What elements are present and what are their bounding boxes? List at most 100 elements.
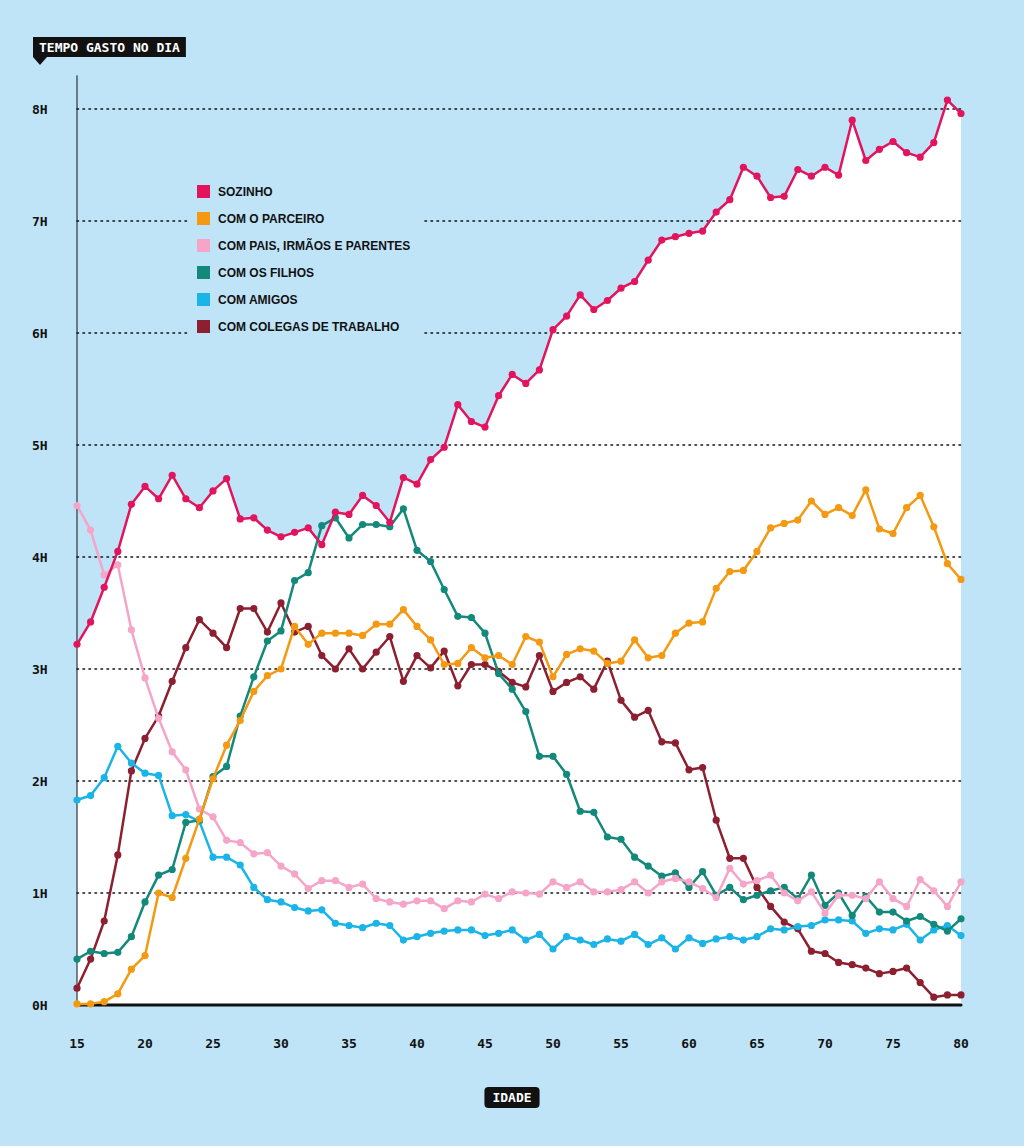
series-point — [291, 904, 298, 911]
series-point — [917, 979, 924, 986]
series-point — [454, 926, 461, 933]
series-point — [631, 931, 638, 938]
series — [73, 502, 964, 917]
series-point — [481, 423, 488, 430]
series-point — [549, 753, 556, 760]
series-point — [835, 504, 842, 511]
series-point — [876, 146, 883, 153]
legend-swatch — [197, 293, 210, 306]
series-point — [658, 738, 665, 745]
series-point — [835, 916, 842, 923]
series-point — [590, 647, 597, 654]
series-line — [77, 490, 961, 1004]
series-point — [114, 990, 121, 997]
series-point — [128, 966, 135, 973]
series-point — [604, 888, 611, 895]
series-point — [590, 941, 597, 948]
series-point — [345, 534, 352, 541]
series-point — [141, 770, 148, 777]
series-point — [753, 884, 760, 891]
series-point — [713, 585, 720, 592]
series-point — [917, 936, 924, 943]
series-point — [862, 157, 869, 164]
series-point — [577, 673, 584, 680]
series-point — [604, 833, 611, 840]
series-point — [305, 885, 312, 892]
baseline — [77, 1004, 961, 1007]
series-point — [631, 714, 638, 721]
series-point — [101, 584, 108, 591]
series-point — [917, 876, 924, 883]
series-point — [250, 673, 257, 680]
series-point — [373, 621, 380, 628]
series-point — [237, 839, 244, 846]
series-point — [821, 910, 828, 917]
series-point — [441, 647, 448, 654]
series-point — [114, 949, 121, 956]
series-point — [617, 697, 624, 704]
series-point — [645, 941, 652, 948]
series-point — [169, 812, 176, 819]
area-under-line — [77, 100, 961, 1005]
series-point — [196, 504, 203, 511]
series-point — [645, 863, 652, 870]
series-point — [345, 922, 352, 929]
series-point — [577, 936, 584, 943]
series-point — [495, 670, 502, 677]
series-point — [413, 481, 420, 488]
series-point — [726, 933, 733, 940]
series-point — [740, 936, 747, 943]
series-point — [509, 686, 516, 693]
series-point — [849, 512, 856, 519]
series-point — [427, 558, 434, 565]
series-point — [903, 504, 910, 511]
series-point — [944, 927, 951, 934]
series-point — [957, 878, 964, 885]
series-point — [400, 678, 407, 685]
series-point — [536, 652, 543, 659]
series-point — [182, 644, 189, 651]
series-point — [305, 641, 312, 648]
series-point — [291, 577, 298, 584]
series — [73, 96, 964, 648]
series-point — [373, 649, 380, 656]
grid-line — [77, 556, 961, 558]
series-point — [141, 674, 148, 681]
series-point — [223, 742, 230, 749]
series-point — [577, 291, 584, 298]
series-point — [155, 772, 162, 779]
series-point — [767, 871, 774, 878]
series-point — [781, 889, 788, 896]
series-point — [291, 529, 298, 536]
series-point — [767, 524, 774, 531]
series-point — [821, 950, 828, 957]
series-point — [549, 673, 556, 680]
series-point — [359, 880, 366, 887]
series-point — [509, 926, 516, 933]
series-point — [726, 855, 733, 862]
series-point — [73, 955, 80, 962]
series-point — [468, 661, 475, 668]
series-point — [753, 892, 760, 899]
series — [73, 505, 964, 962]
series-point — [114, 561, 121, 568]
series-point — [155, 715, 162, 722]
series-point — [87, 955, 94, 962]
series-point — [753, 933, 760, 940]
series-point — [549, 326, 556, 333]
series-point — [740, 567, 747, 574]
legend-label: COM OS FILHOS — [218, 266, 314, 280]
series-point — [604, 297, 611, 304]
y-tick-label: 6H — [32, 326, 48, 341]
series-point — [114, 548, 121, 555]
series-point — [141, 898, 148, 905]
series-point — [563, 884, 570, 891]
series-point — [876, 970, 883, 977]
series-point — [917, 154, 924, 161]
series-point — [386, 621, 393, 628]
series-point — [468, 614, 475, 621]
series-point — [862, 930, 869, 937]
series-point — [400, 901, 407, 908]
series-point — [794, 897, 801, 904]
series-point — [590, 809, 597, 816]
